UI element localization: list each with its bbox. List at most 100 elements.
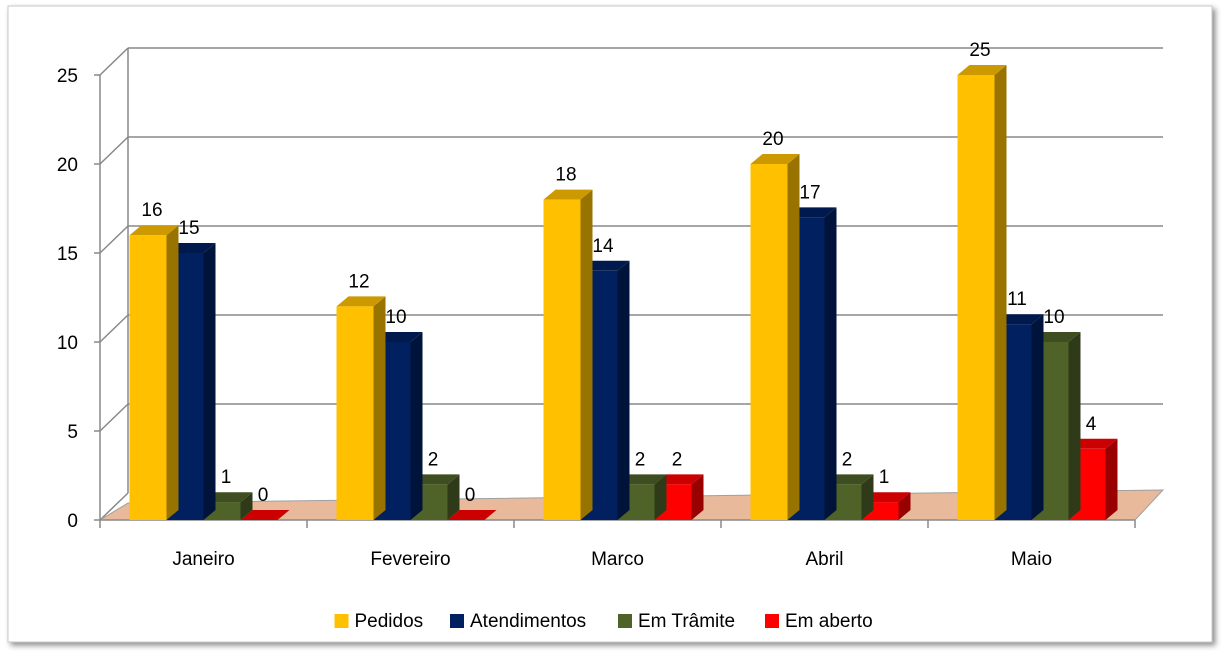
bar-top	[203, 492, 253, 503]
bar-side	[1105, 438, 1118, 520]
bar-top	[410, 474, 460, 485]
bar-side	[861, 474, 874, 520]
bar	[957, 75, 995, 520]
data-label: 2	[842, 449, 853, 470]
bar-3d	[240, 510, 290, 520]
y-tick-label: 15	[57, 244, 78, 265]
data-label: 1	[221, 467, 232, 488]
data-label: 11	[1007, 289, 1027, 310]
bar-side	[898, 492, 911, 520]
bar-top	[240, 510, 290, 520]
bar-top	[861, 492, 911, 503]
y-tick-label: 25	[57, 66, 78, 87]
legend-label: Pedidos	[355, 611, 424, 632]
bar-top	[994, 314, 1044, 325]
bar-3d	[750, 154, 800, 520]
legend-label: Em aberto	[785, 611, 873, 632]
y-tick-label: 10	[57, 333, 78, 354]
bar-side	[994, 65, 1007, 520]
legend-label: Em Trâmite	[638, 611, 735, 632]
bar-side	[617, 260, 630, 520]
bar-3d	[543, 189, 593, 520]
bar-3d	[203, 492, 253, 520]
legend-swatch	[765, 614, 779, 628]
bar-3d	[447, 510, 497, 520]
legend-swatch	[334, 614, 349, 628]
y-tick-label: 5	[67, 422, 78, 443]
bar-top	[750, 154, 800, 164]
grid-line	[99, 225, 129, 254]
data-label: 18	[555, 165, 576, 186]
bar-side	[1031, 314, 1044, 520]
bar-top	[787, 207, 837, 218]
x-tick-label: Abril	[805, 549, 843, 570]
data-label: 4	[1086, 414, 1097, 435]
bar-top	[617, 474, 667, 485]
bar-side	[580, 189, 593, 520]
x-tick-label: Maio	[1011, 549, 1052, 570]
data-label: 25	[969, 40, 990, 61]
x-tick-label: Fevereiro	[370, 549, 450, 570]
data-label: 0	[258, 485, 269, 506]
data-label: 2	[635, 449, 646, 470]
data-label: 0	[465, 485, 476, 506]
y-tick-label: 0	[67, 511, 78, 532]
data-label: 12	[348, 271, 369, 292]
bar-top	[543, 189, 593, 200]
data-label: 10	[1043, 307, 1064, 328]
bar-top	[129, 225, 179, 236]
bar-3d	[957, 65, 1007, 520]
data-label: 2	[428, 449, 439, 470]
bar-side	[373, 296, 386, 520]
bar-side	[654, 474, 667, 520]
data-label: 14	[592, 236, 614, 257]
bar-side	[166, 225, 179, 520]
bar-3d	[861, 492, 911, 520]
bar-side	[447, 474, 460, 520]
legend-swatch	[618, 614, 632, 628]
bar-top	[580, 260, 630, 271]
data-label: 10	[385, 307, 406, 328]
bar	[750, 164, 788, 520]
bar-side	[203, 243, 216, 520]
bar-3d	[1068, 438, 1118, 520]
data-label: 20	[762, 129, 783, 150]
data-label: 2	[672, 449, 683, 470]
legend-label: Atendimentos	[470, 611, 586, 632]
bar-top	[1068, 438, 1118, 449]
data-label: 17	[799, 182, 820, 203]
bar-side	[691, 474, 704, 520]
bar-top	[654, 474, 704, 485]
grid-line	[99, 314, 129, 343]
bar-side	[240, 492, 253, 520]
bar-side	[410, 332, 423, 520]
bar-3d	[129, 225, 179, 520]
grid-line	[99, 136, 129, 165]
bar-top	[824, 474, 874, 485]
bar-top	[957, 65, 1007, 75]
wall-edge	[99, 492, 129, 521]
data-label: 16	[141, 200, 162, 221]
x-tick-label: Marco	[591, 549, 644, 570]
bar-3d	[336, 296, 386, 520]
bar-top	[1031, 332, 1081, 342]
bar-top	[166, 243, 216, 253]
bar-3d	[617, 474, 667, 520]
bar-side	[1068, 332, 1081, 520]
data-label: 1	[879, 467, 890, 488]
y-tick-label: 20	[57, 155, 78, 176]
data-label: 15	[178, 218, 199, 239]
bar-top	[447, 510, 497, 520]
bar	[543, 199, 581, 520]
bar-top	[373, 332, 423, 342]
x-tick-label: Janeiro	[172, 549, 234, 570]
bar	[129, 235, 167, 520]
bar-top	[336, 296, 386, 307]
bar-side	[824, 207, 837, 520]
legend-swatch	[450, 614, 464, 628]
bar-side	[787, 154, 800, 520]
grid-line	[99, 403, 129, 432]
bar	[336, 306, 374, 520]
